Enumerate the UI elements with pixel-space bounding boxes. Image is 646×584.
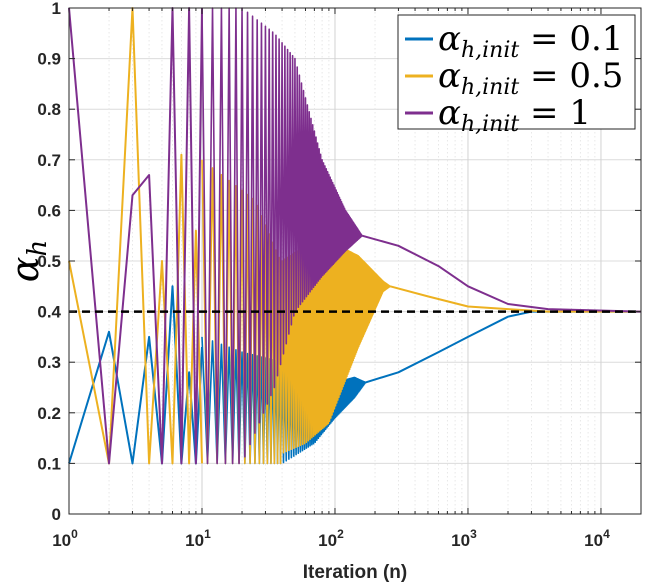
y-tick-label: 0.5 [37,252,61,271]
y-tick-label: 0.7 [37,151,61,170]
x-tick-label: 102 [318,527,344,550]
series-3 [68,7,642,465]
ticks-layer [68,7,642,515]
x-tick-exponent: 2 [337,527,344,541]
y-tick-labels: 0 0.1 0.2 0.3 0.4 0.5 0.6 0.7 0.8 0.9 1 [37,0,61,524]
x-tick-label: 103 [451,527,477,550]
y-tick-label: 0 [52,505,61,524]
y-tick-label: 0.9 [37,50,61,69]
y-label-subscript: h [23,240,53,257]
y-tick-label: 0.1 [37,454,61,473]
x-tick-exponent: 0 [71,527,78,541]
y-axis-label: αh [3,240,53,282]
x-tick-exponent: 4 [603,527,610,541]
series-3-tail [361,234,642,313]
y-tick-label: 0.8 [37,100,61,119]
series-2-oscillation [201,159,391,465]
y-tick-label: 1 [52,0,61,18]
x-tick-label: 104 [584,527,610,550]
legend-value: = 0.1 [519,19,623,59]
y-tick-label: 0.6 [37,201,61,220]
series-2-start-line [68,7,203,465]
legend-label-1: αh,init = 0.1 [438,19,623,63]
x-tick-labels: 100 101 102 103 104 [52,527,610,550]
legend-label-2: αh,init = 0.5 [438,56,623,100]
legend-value: = 0.5 [519,56,623,96]
legend-subscript: h,init [461,38,519,63]
x-tick-base: 10 [451,531,470,550]
legend-alpha: α [438,56,461,96]
legend-box [397,14,636,130]
series-3-start-line [68,7,203,465]
y-label-base: α [3,257,47,283]
x-axis-label: Iteration (n) [303,562,408,583]
series-3-oscillation [201,7,363,465]
y-tick-label: 0.4 [37,303,61,322]
legend-label-3: αh,init = 1 [438,93,591,137]
x-tick-exponent: 3 [470,527,477,541]
x-tick-exponent: 1 [204,527,211,541]
x-tick-label: 101 [185,527,211,550]
legend-alpha: α [438,93,461,133]
legend: αh,init = 0.1αh,init = 0.5αh,init = 1 [397,14,636,137]
x-tick-base: 10 [185,531,204,550]
y-tick-label: 0.3 [37,353,61,372]
x-tick-base: 10 [584,531,603,550]
x-tick-label: 100 [52,527,78,550]
x-tick-base: 10 [52,531,71,550]
legend-alpha: α [438,19,461,59]
legend-subscript: h,init [461,75,519,100]
x-tick-base: 10 [318,531,337,550]
legend-subscript: h,init [461,112,519,137]
legend-value: = 1 [519,93,591,133]
y-tick-label: 0.2 [37,404,61,423]
